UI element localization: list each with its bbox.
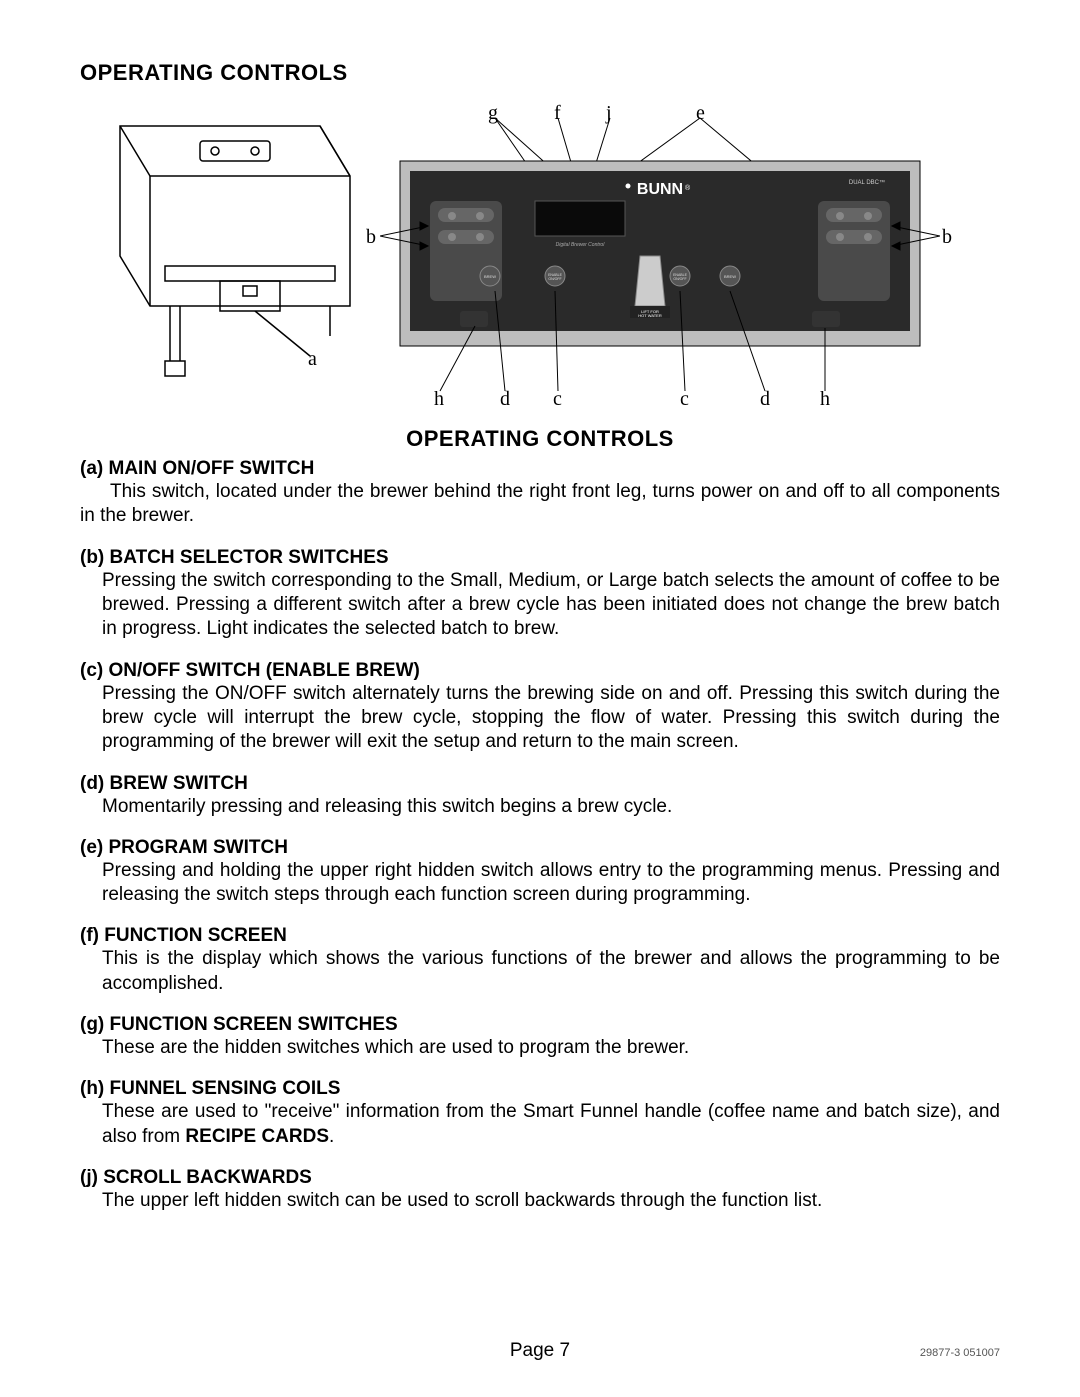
heading-b: (b) BATCH SELECTOR SWITCHES — [80, 547, 1000, 569]
section-h: (h) FUNNEL SENSING COILS These are used … — [80, 1078, 1000, 1149]
label-b-left: b — [366, 226, 376, 249]
figures-row: a BUNN ® DUAL DBC™ Digital Bre — [80, 106, 1000, 406]
heading-c: (c) ON/OFF SWITCH (ENABLE BREW) — [80, 660, 1000, 682]
body-j: The upper left hidden switch can be used… — [102, 1189, 1000, 1213]
body-b: Pressing the switch corresponding to the… — [102, 569, 1000, 642]
svg-text:ON/OFF: ON/OFF — [673, 277, 686, 281]
model-label: DUAL DBC™ — [849, 179, 885, 186]
label-h-l: h — [434, 388, 444, 411]
doc-code: 29877-3 051007 — [920, 1347, 1000, 1359]
section-j: (j) SCROLL BACKWARDS The upper left hidd… — [80, 1167, 1000, 1213]
body-g: These are the hidden switches which are … — [102, 1036, 1000, 1060]
label-g: g — [488, 102, 498, 125]
label-c-l: c — [553, 388, 562, 411]
main-heading: OPERATING CONTROLS — [80, 426, 1000, 452]
brewer-side-svg — [80, 106, 360, 406]
body-d: Momentarily pressing and releasing this … — [102, 795, 1000, 819]
body-h-part3: . — [329, 1126, 334, 1147]
control-panel-svg: BUNN ® DUAL DBC™ Digital Brewer Control … — [380, 106, 940, 406]
section-a: (a) MAIN ON/OFF SWITCH This switch, loca… — [80, 458, 1000, 529]
body-a: This switch, located under the brewer be… — [80, 480, 1000, 529]
body-c: Pressing the ON/OFF switch alternately t… — [102, 682, 1000, 755]
section-d: (d) BREW SWITCH Momentarily pressing and… — [80, 773, 1000, 819]
svg-text:®: ® — [685, 184, 691, 192]
body-e: Pressing and holding the upper right hid… — [102, 859, 1000, 908]
section-e: (e) PROGRAM SWITCH Pressing and holding … — [80, 837, 1000, 908]
section-b: (b) BATCH SELECTOR SWITCHES Pressing the… — [80, 547, 1000, 642]
heading-j: (j) SCROLL BACKWARDS — [80, 1167, 1000, 1189]
label-f: f — [554, 102, 561, 125]
label-b-right: b — [942, 226, 952, 249]
label-a: a — [308, 348, 317, 371]
svg-text:ON/OFF: ON/OFF — [548, 277, 561, 281]
body-f: This is the display which shows the vari… — [102, 947, 1000, 996]
label-e: e — [696, 102, 705, 125]
page-title: OPERATING CONTROLS — [80, 60, 1000, 86]
label-c-r: c — [680, 388, 689, 411]
page-number: Page 7 — [0, 1340, 1080, 1362]
display-label: Digital Brewer Control — [556, 242, 606, 248]
label-d-r: d — [760, 388, 770, 411]
svg-text:HOT WATER: HOT WATER — [638, 313, 662, 318]
body-h-bold: RECIPE CARDS — [185, 1126, 329, 1147]
section-f: (f) FUNCTION SCREEN This is the display … — [80, 925, 1000, 996]
figure-right: BUNN ® DUAL DBC™ Digital Brewer Control … — [380, 106, 1000, 406]
brand-text: BUNN — [637, 181, 683, 198]
svg-text:BREW: BREW — [724, 274, 736, 279]
body-h: These are used to "receive" information … — [102, 1100, 1000, 1149]
heading-f: (f) FUNCTION SCREEN — [80, 925, 1000, 947]
svg-text:BREW: BREW — [484, 274, 496, 279]
label-j: j — [606, 102, 612, 125]
label-d-l: d — [500, 388, 510, 411]
heading-a: (a) MAIN ON/OFF SWITCH — [80, 458, 1000, 480]
section-c: (c) ON/OFF SWITCH (ENABLE BREW) Pressing… — [80, 660, 1000, 755]
figure-left: a — [80, 106, 360, 406]
heading-d: (d) BREW SWITCH — [80, 773, 1000, 795]
heading-h: (h) FUNNEL SENSING COILS — [80, 1078, 1000, 1100]
heading-g: (g) FUNCTION SCREEN SWITCHES — [80, 1014, 1000, 1036]
section-g: (g) FUNCTION SCREEN SWITCHES These are t… — [80, 1014, 1000, 1060]
label-h-r: h — [820, 388, 830, 411]
heading-e: (e) PROGRAM SWITCH — [80, 837, 1000, 859]
